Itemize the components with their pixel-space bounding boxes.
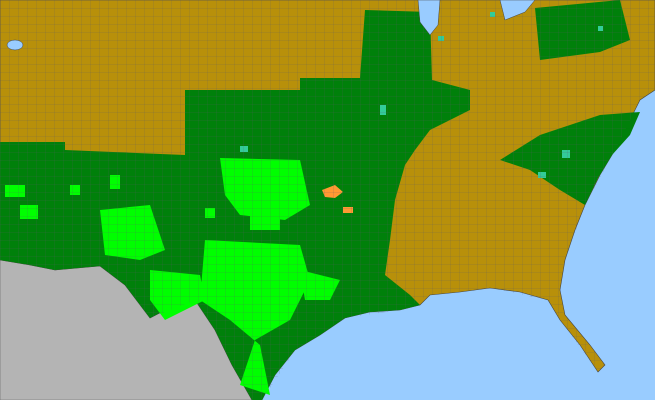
great-lakes	[6, 0, 536, 51]
